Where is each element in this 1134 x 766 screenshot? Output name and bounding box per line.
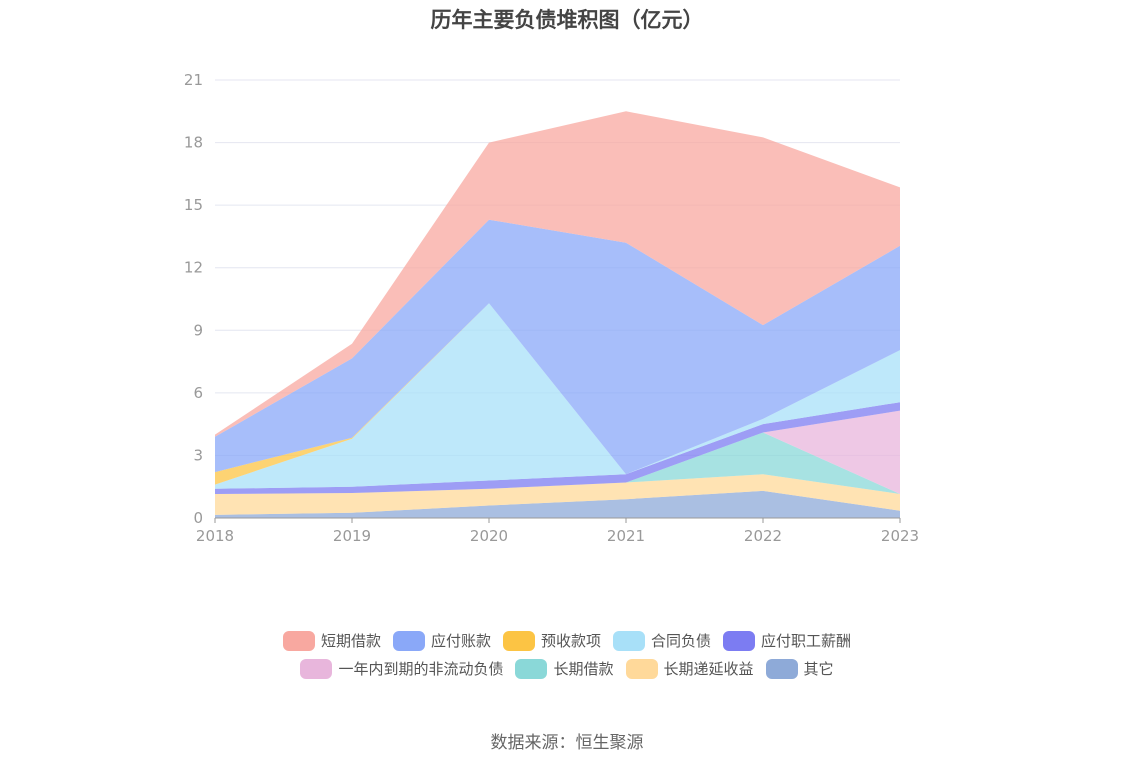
legend-item[interactable]: 预收款项 [502, 630, 601, 651]
x-tick-label: 2021 [607, 527, 645, 545]
x-tick-label: 2022 [744, 527, 782, 545]
y-tick-label: 0 [193, 509, 203, 527]
area-长期借款 [215, 432, 900, 494]
legend-label: 一年内到期的非流动负债 [338, 660, 504, 678]
legend-label: 预收款项 [540, 632, 601, 650]
y-tick-label: 6 [193, 384, 203, 402]
legend-item[interactable]: 合同负债 [613, 630, 711, 651]
source-note: 数据来源：恒生聚源 [490, 733, 644, 753]
legend-swatch [723, 630, 756, 651]
x-tick-label: 2018 [196, 527, 234, 545]
legend-item[interactable]: 一年内到期的非流动负债 [300, 658, 503, 679]
y-tick-label: 9 [193, 321, 203, 339]
legend-swatch [502, 630, 535, 651]
legend-swatch [282, 630, 315, 651]
legend-label: 长期借款 [553, 660, 614, 678]
area-合同负债 [215, 303, 900, 489]
chart-title: 历年主要负债堆积图（亿元） [430, 8, 704, 32]
legend-swatch [392, 630, 425, 651]
x-tick-label: 2023 [881, 527, 919, 545]
legend-label: 应付职工薪酬 [761, 632, 852, 650]
legend-item[interactable]: 短期借款 [282, 630, 381, 651]
legend: 短期借款 应付账款 预收款项 合同负债 应付职工薪酬 一年内到期的非流动负债 长期借款 长期… [0, 630, 1134, 686]
legend-row-1: 短期借款 应付账款 预收款项 合同负债 应付职工薪酬 [0, 630, 1134, 651]
legend-swatch [625, 658, 658, 679]
legend-swatch [515, 658, 548, 679]
legend-label: 长期递延收益 [663, 660, 754, 678]
legend-item[interactable]: 应付账款 [392, 630, 491, 651]
legend-swatch [300, 658, 333, 679]
area-应付账款 [215, 219, 900, 475]
y-tick-label: 18 [184, 134, 203, 152]
area-其它 [215, 490, 900, 518]
y-tick-label: 3 [193, 446, 203, 464]
y-tick-label: 15 [184, 196, 203, 214]
legend-item[interactable]: 其它 [765, 658, 834, 679]
legend-item[interactable]: 长期递延收益 [625, 658, 754, 679]
legend-item[interactable]: 长期借款 [515, 658, 614, 679]
legend-row-2: 一年内到期的非流动负债 长期借款 长期递延收益 其它 [0, 658, 1134, 679]
legend-swatch [613, 630, 645, 651]
legend-label: 应付账款 [430, 632, 491, 650]
area-长期递延收益 [215, 474, 900, 515]
x-tick-label: 2019 [333, 527, 371, 545]
legend-label: 其它 [803, 660, 834, 678]
legend-swatch [765, 658, 798, 679]
legend-item[interactable]: 应付职工薪酬 [723, 630, 851, 651]
stacked-area-chart: 0 3 6 9 12 15 18 21 2018 2019 2020 2021 2022 2023 [184, 71, 919, 545]
axes: 2018 2019 2020 2021 2022 2023 [196, 517, 919, 545]
legend-label: 合同负债 [651, 632, 712, 650]
area-短期借款 [215, 111, 900, 437]
y-tick-label: 12 [184, 259, 203, 277]
x-tick-label: 2020 [470, 527, 508, 545]
y-tick-label: 21 [184, 71, 203, 89]
area-series [215, 111, 900, 518]
legend-label: 短期借款 [320, 632, 381, 650]
